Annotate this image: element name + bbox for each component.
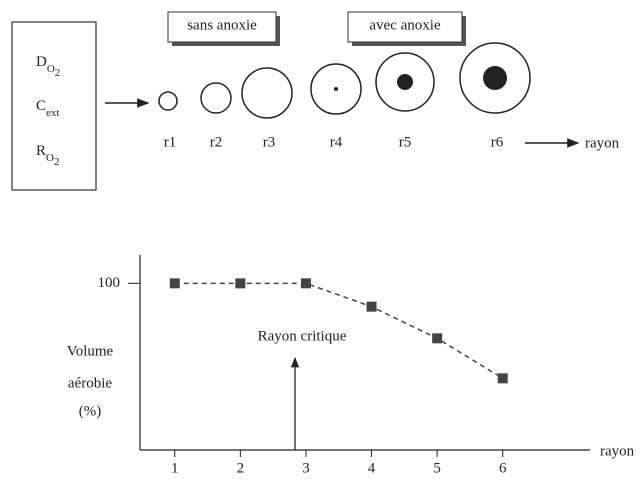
subscript: 2 — [55, 67, 61, 79]
circle — [241, 67, 293, 119]
circle — [158, 91, 178, 111]
axis-label: rayon — [585, 135, 620, 151]
point — [366, 301, 377, 312]
subscript: O — [47, 63, 55, 75]
subscript: O — [46, 152, 54, 164]
x-tick-label: 6 — [499, 460, 507, 476]
radius-label: r2 — [210, 134, 223, 150]
symbol: R — [36, 143, 46, 159]
core — [397, 74, 413, 90]
input-label: RO2 — [36, 143, 59, 167]
circle — [200, 82, 232, 114]
point — [235, 278, 246, 289]
subscript: 2 — [54, 156, 60, 168]
radius-label: r5 — [399, 134, 412, 150]
x-tick-label: 3 — [302, 460, 310, 476]
radius-label: r1 — [164, 134, 177, 150]
y-axis-label: aérobie — [68, 375, 112, 391]
series-line — [174, 282, 504, 379]
point — [169, 278, 180, 289]
radius-label: r6 — [491, 134, 504, 150]
radius-label: r4 — [330, 134, 343, 150]
group-box — [167, 11, 277, 43]
input-label: Cext — [36, 98, 59, 118]
x-tick-label: 1 — [171, 460, 179, 476]
circle — [459, 42, 531, 114]
core — [334, 87, 338, 91]
group-box — [347, 11, 463, 43]
radius-label: r3 — [263, 134, 276, 150]
x-tick-label: 4 — [368, 460, 376, 476]
input-label: DO2 — [36, 54, 60, 78]
y-axis-label: (%) — [79, 403, 102, 419]
radius-labels: r1 r2 r3 r4 r5 r6 — [164, 134, 504, 150]
point — [300, 278, 311, 289]
annotation: Rayon critique — [258, 328, 347, 344]
circles — [158, 42, 531, 119]
core — [483, 66, 507, 90]
input-box — [11, 21, 97, 191]
x-tick-label: 5 — [433, 460, 441, 476]
x-axis-label: rayon — [600, 443, 635, 459]
symbol: C — [36, 98, 46, 114]
circle — [375, 52, 435, 112]
point — [432, 333, 443, 344]
y-axis-label: Volume — [67, 343, 114, 359]
point — [497, 373, 508, 384]
group-label: avec anoxie — [369, 17, 441, 33]
subscript: ext — [46, 107, 59, 119]
circle — [310, 63, 362, 115]
x-tick-label: 2 — [237, 460, 245, 476]
y-tick-label: 100 — [98, 275, 121, 291]
symbol: D — [36, 54, 47, 70]
group-label: sans anoxie — [187, 17, 257, 33]
